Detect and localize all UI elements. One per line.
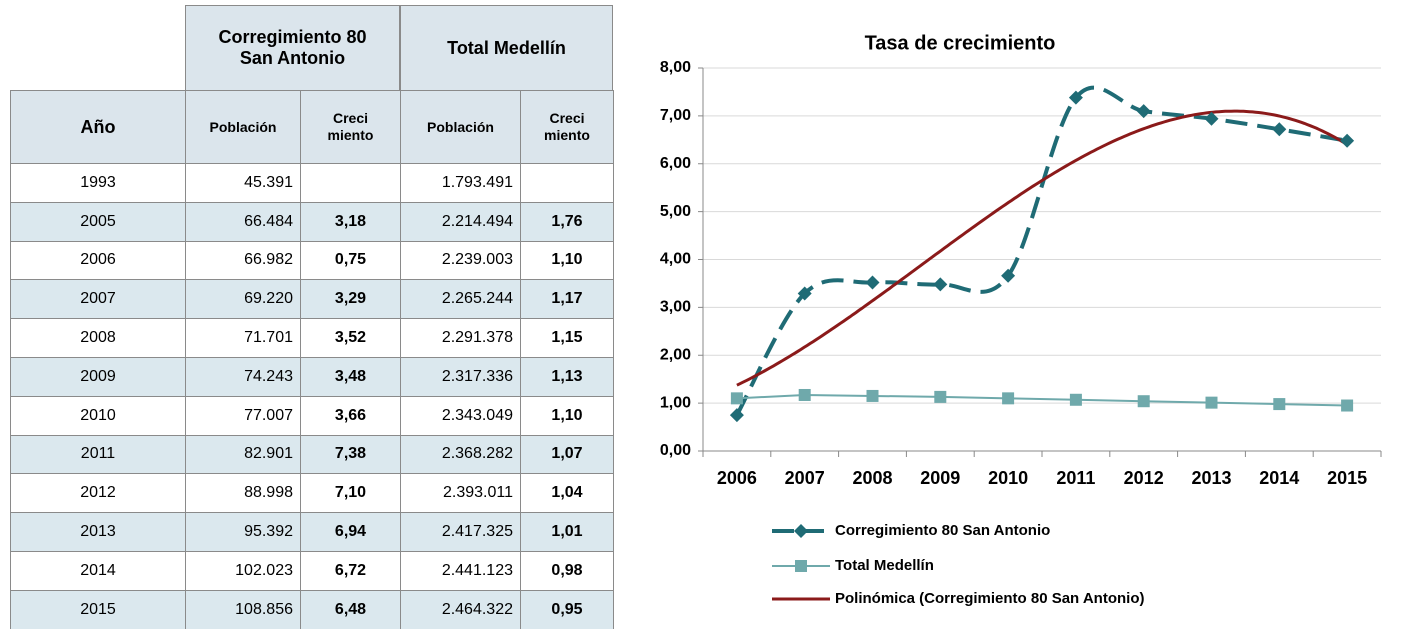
x-tick-label: 2015: [1327, 468, 1367, 488]
y-tick-label: 8,00: [660, 59, 691, 76]
x-tick-label: 2013: [1191, 468, 1231, 488]
x-tick-label: 2014: [1259, 468, 1299, 488]
series-line: [736, 393, 1348, 407]
table-cell: 2.265.244: [400, 279, 521, 320]
table-cell: 1.793.491: [400, 163, 521, 203]
table-cell: 71.701: [185, 318, 301, 358]
table-cell: 2005: [10, 201, 186, 242]
marker: [729, 408, 744, 423]
table-cell: 95.392: [185, 512, 301, 552]
table-cell: 1,04: [520, 473, 614, 514]
table-cell: 1,76: [520, 201, 614, 242]
table-cell: 6,94: [300, 512, 401, 552]
column-header: Creci miento: [520, 90, 614, 164]
y-tick-label: 1,00: [660, 394, 691, 411]
table-cell: 3,66: [300, 395, 401, 436]
y-tick-label: 6,00: [660, 155, 691, 172]
column-header: Población: [185, 90, 301, 164]
trendline: [736, 109, 1348, 387]
table-cell: 88.998: [185, 473, 301, 514]
table-cell: 2012: [10, 473, 186, 514]
table-cell: 2008: [10, 318, 186, 358]
series-line: [735, 85, 1348, 417]
marker: [1272, 122, 1287, 137]
table-cell: 108.856: [185, 589, 301, 629]
marker: [1273, 398, 1286, 411]
table-cell: 1,15: [520, 318, 614, 358]
marker: [1341, 399, 1354, 412]
marker: [794, 524, 808, 538]
x-tick-label: 2006: [717, 468, 757, 488]
x-tick-label: 2009: [920, 468, 960, 488]
table-cell: 74.243: [185, 357, 301, 397]
marker: [1205, 396, 1218, 409]
table-cell: 3,52: [300, 318, 401, 358]
column-header: Población: [400, 90, 521, 164]
marker: [933, 277, 948, 292]
table-cell: 2.239.003: [400, 240, 521, 281]
table-cell: 45.391: [185, 163, 301, 203]
marker: [866, 389, 879, 402]
marker: [1001, 268, 1016, 283]
marker: [1137, 395, 1150, 408]
table-cell: 0,75: [300, 240, 401, 281]
x-tick-label: 2011: [1056, 468, 1095, 488]
x-tick-label: 2012: [1124, 468, 1164, 488]
marker: [1340, 133, 1355, 148]
table-cell: 7,38: [300, 434, 401, 475]
y-tick-label: 5,00: [660, 203, 691, 220]
table-cell: 1,07: [520, 434, 614, 475]
chart-title: Tasa de crecimiento: [865, 32, 1056, 54]
table-cell: 6,72: [300, 551, 401, 591]
table-cell: 1,10: [520, 395, 614, 436]
y-tick-label: 2,00: [660, 346, 691, 363]
marker: [1136, 104, 1151, 119]
table-cell: 0,98: [520, 551, 614, 591]
marker: [730, 392, 743, 405]
marker: [795, 560, 807, 572]
y-tick-label: 0,00: [660, 442, 691, 459]
legend-label: Polinómica (Corregimiento 80 San Antonio…: [835, 590, 1144, 607]
table-cell: 66.982: [185, 240, 301, 281]
marker: [1069, 393, 1082, 406]
x-tick-label: 2008: [852, 468, 892, 488]
table-cell: 2011: [10, 434, 186, 475]
table-cell: 1,13: [520, 357, 614, 397]
table-cell: 66.484: [185, 201, 301, 242]
legend-label: Corregimiento 80 San Antonio: [835, 522, 1050, 539]
table-cell: 2015: [10, 589, 186, 629]
table-cell: 2.417.325: [400, 512, 521, 552]
table-cell: 77.007: [185, 395, 301, 436]
table-cell: 3,18: [300, 201, 401, 242]
marker: [934, 390, 947, 403]
x-tick-label: 2007: [785, 468, 825, 488]
y-tick-label: 7,00: [660, 107, 691, 124]
marker: [1068, 90, 1083, 105]
table-cell: [300, 163, 401, 203]
marker: [1002, 392, 1015, 405]
table-cell: 1993: [10, 163, 186, 203]
table-cell: 1,10: [520, 240, 614, 281]
marker: [798, 388, 811, 401]
marker: [1204, 111, 1219, 126]
legend-label: Total Medellín: [835, 557, 934, 574]
table-cell: 2.464.322: [400, 589, 521, 629]
table-cell: 1,17: [520, 279, 614, 320]
table-cell: 0,95: [520, 589, 614, 629]
table-cell: 2.441.123: [400, 551, 521, 591]
column-header: Año: [10, 90, 186, 164]
group-header: Total Medellín: [400, 5, 613, 91]
table-cell: 102.023: [185, 551, 301, 591]
group-header: Corregimiento 80 San Antonio: [185, 5, 400, 91]
y-tick-label: 4,00: [660, 251, 691, 268]
x-tick-label: 2010: [988, 468, 1028, 488]
marker: [865, 275, 880, 290]
column-header: Creci miento: [300, 90, 401, 164]
marker: [797, 286, 812, 301]
y-tick-label: 3,00: [660, 299, 691, 316]
chart-frame: [620, 2, 1419, 627]
